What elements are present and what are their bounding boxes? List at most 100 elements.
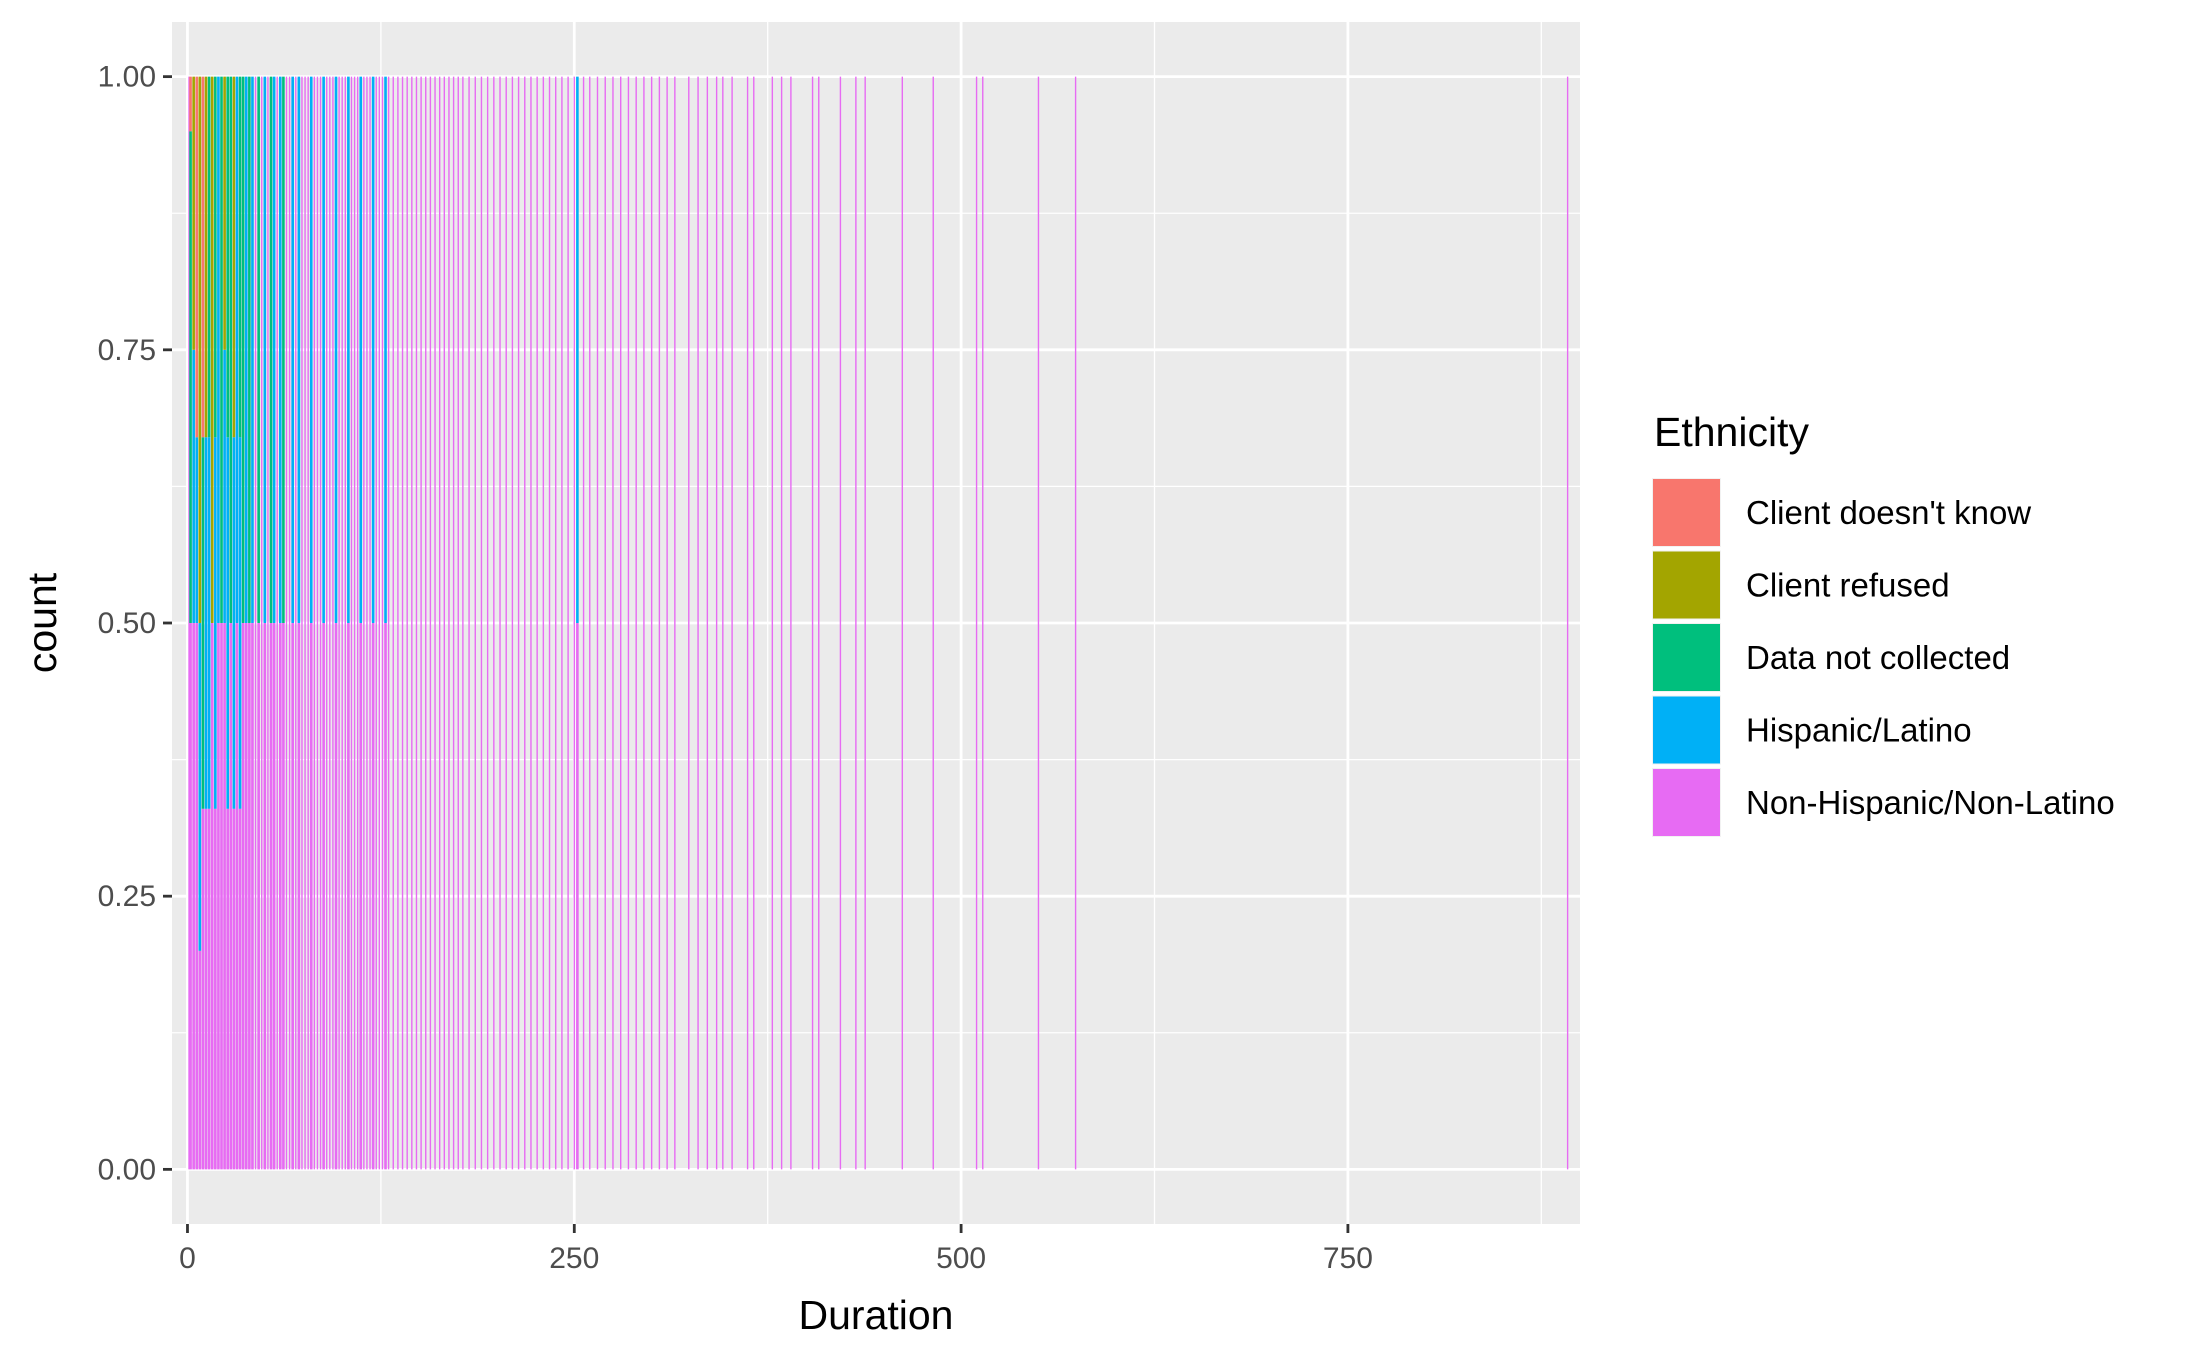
bar-segment	[650, 76, 653, 1170]
bar-segment	[238, 808, 242, 1170]
bar-segment	[263, 76, 267, 624]
bar-segment	[375, 76, 377, 1170]
bar-segment	[244, 623, 248, 1170]
bar-segment	[517, 76, 520, 1170]
bar-segment	[771, 76, 774, 1170]
bar-segment	[207, 437, 211, 809]
bar-segment	[207, 76, 211, 438]
bar-segment	[307, 76, 309, 1170]
bar-segment	[235, 623, 239, 1170]
bar-segment	[254, 76, 257, 1170]
bar-segment	[576, 76, 579, 624]
bar-segment	[192, 76, 195, 350]
bar-segment	[195, 623, 199, 1170]
bar-segment	[232, 808, 236, 1170]
bar-segment	[319, 76, 322, 1170]
bar-segment	[548, 76, 551, 1170]
bar-segment	[582, 76, 585, 1170]
bar-segment	[217, 623, 220, 1170]
bar-segment	[235, 76, 239, 624]
bar-segment	[229, 623, 233, 1170]
bar-segment	[301, 76, 303, 1170]
bar-segment	[198, 950, 202, 1170]
bar-segment	[753, 76, 755, 1170]
legend-label: Client refused	[1746, 567, 1950, 604]
bar-segment	[223, 623, 226, 1170]
bar-segment	[329, 76, 331, 1170]
bar-segment	[401, 76, 404, 1170]
bar-segment	[338, 76, 340, 1170]
bar-segment	[811, 76, 814, 1170]
bar-segment	[457, 76, 459, 1170]
bar-segment	[198, 76, 202, 624]
bar-segment	[780, 76, 783, 1170]
bar-segment	[499, 76, 501, 1170]
bar-segment	[542, 76, 545, 1170]
bar-segment	[635, 76, 637, 1170]
y-tick-label: 0.75	[98, 334, 156, 367]
bar-segment	[214, 437, 217, 809]
bar-segment	[288, 76, 291, 1170]
bar-segment	[561, 76, 563, 1170]
bar-segment	[425, 76, 427, 1170]
bar-segment	[666, 76, 668, 1170]
bar-segment	[643, 76, 645, 1170]
bar-segment	[279, 623, 282, 1170]
bar-segment	[462, 76, 464, 1170]
legend-swatch	[1653, 696, 1720, 764]
bar-segment	[366, 76, 368, 1170]
bar-segment	[279, 76, 282, 624]
bar-segment	[347, 623, 350, 1170]
bar-segment	[715, 76, 718, 1170]
x-tick-label: 500	[936, 1242, 986, 1275]
bar-segment	[269, 76, 273, 624]
bar-segment	[486, 76, 489, 1170]
bar-segment	[220, 76, 223, 624]
bar-segment	[901, 76, 904, 1170]
bar-segment	[589, 76, 591, 1170]
bar-segment	[350, 76, 353, 1170]
bar-segment	[210, 623, 214, 1170]
bar-segment	[474, 76, 476, 1170]
bar-segment	[697, 76, 699, 1170]
bar-segment	[269, 623, 273, 1170]
bar-segment	[285, 76, 288, 1170]
bar-segment	[612, 76, 614, 1170]
bar-segment	[387, 76, 390, 1170]
bar-segment	[214, 76, 217, 438]
bar-segment	[480, 76, 483, 1170]
bar-segment	[334, 623, 338, 1170]
bar-segment	[326, 76, 328, 1170]
bar-segment	[371, 76, 375, 624]
bar-segment	[392, 76, 394, 1170]
bar-segment	[322, 623, 325, 1170]
bar-segment	[406, 76, 408, 1170]
bar-segment	[620, 76, 622, 1170]
bar-segment	[207, 808, 211, 1170]
bar-segment	[304, 76, 306, 1170]
bar-segment	[344, 76, 346, 1170]
bar-segment	[238, 437, 242, 809]
bar-segment	[746, 76, 749, 1170]
y-tick-label: 1.00	[98, 61, 156, 94]
bar-segment	[452, 76, 455, 1170]
legend-label: Non-Hispanic/Non-Latino	[1746, 784, 2115, 821]
x-tick-label: 0	[179, 1242, 196, 1275]
legend-title: Ethnicity	[1654, 409, 1809, 455]
bar-segment	[818, 76, 820, 1170]
bar-segment	[604, 76, 606, 1170]
bar-segment	[415, 76, 418, 1170]
bar-segment	[468, 76, 470, 1170]
bar-segment	[567, 76, 569, 1170]
bar-segment	[359, 623, 363, 1170]
bar-segment	[493, 76, 495, 1170]
legend-swatch	[1653, 769, 1720, 836]
bar-segment	[257, 623, 260, 1170]
bar-segment	[192, 349, 195, 623]
bar-segment	[276, 76, 278, 1170]
bar-segment	[706, 76, 709, 1170]
bar-segment	[248, 623, 251, 1170]
bar-segment	[731, 76, 733, 1170]
bar-segment	[195, 437, 199, 623]
x-tick-label: 750	[1323, 1242, 1373, 1275]
